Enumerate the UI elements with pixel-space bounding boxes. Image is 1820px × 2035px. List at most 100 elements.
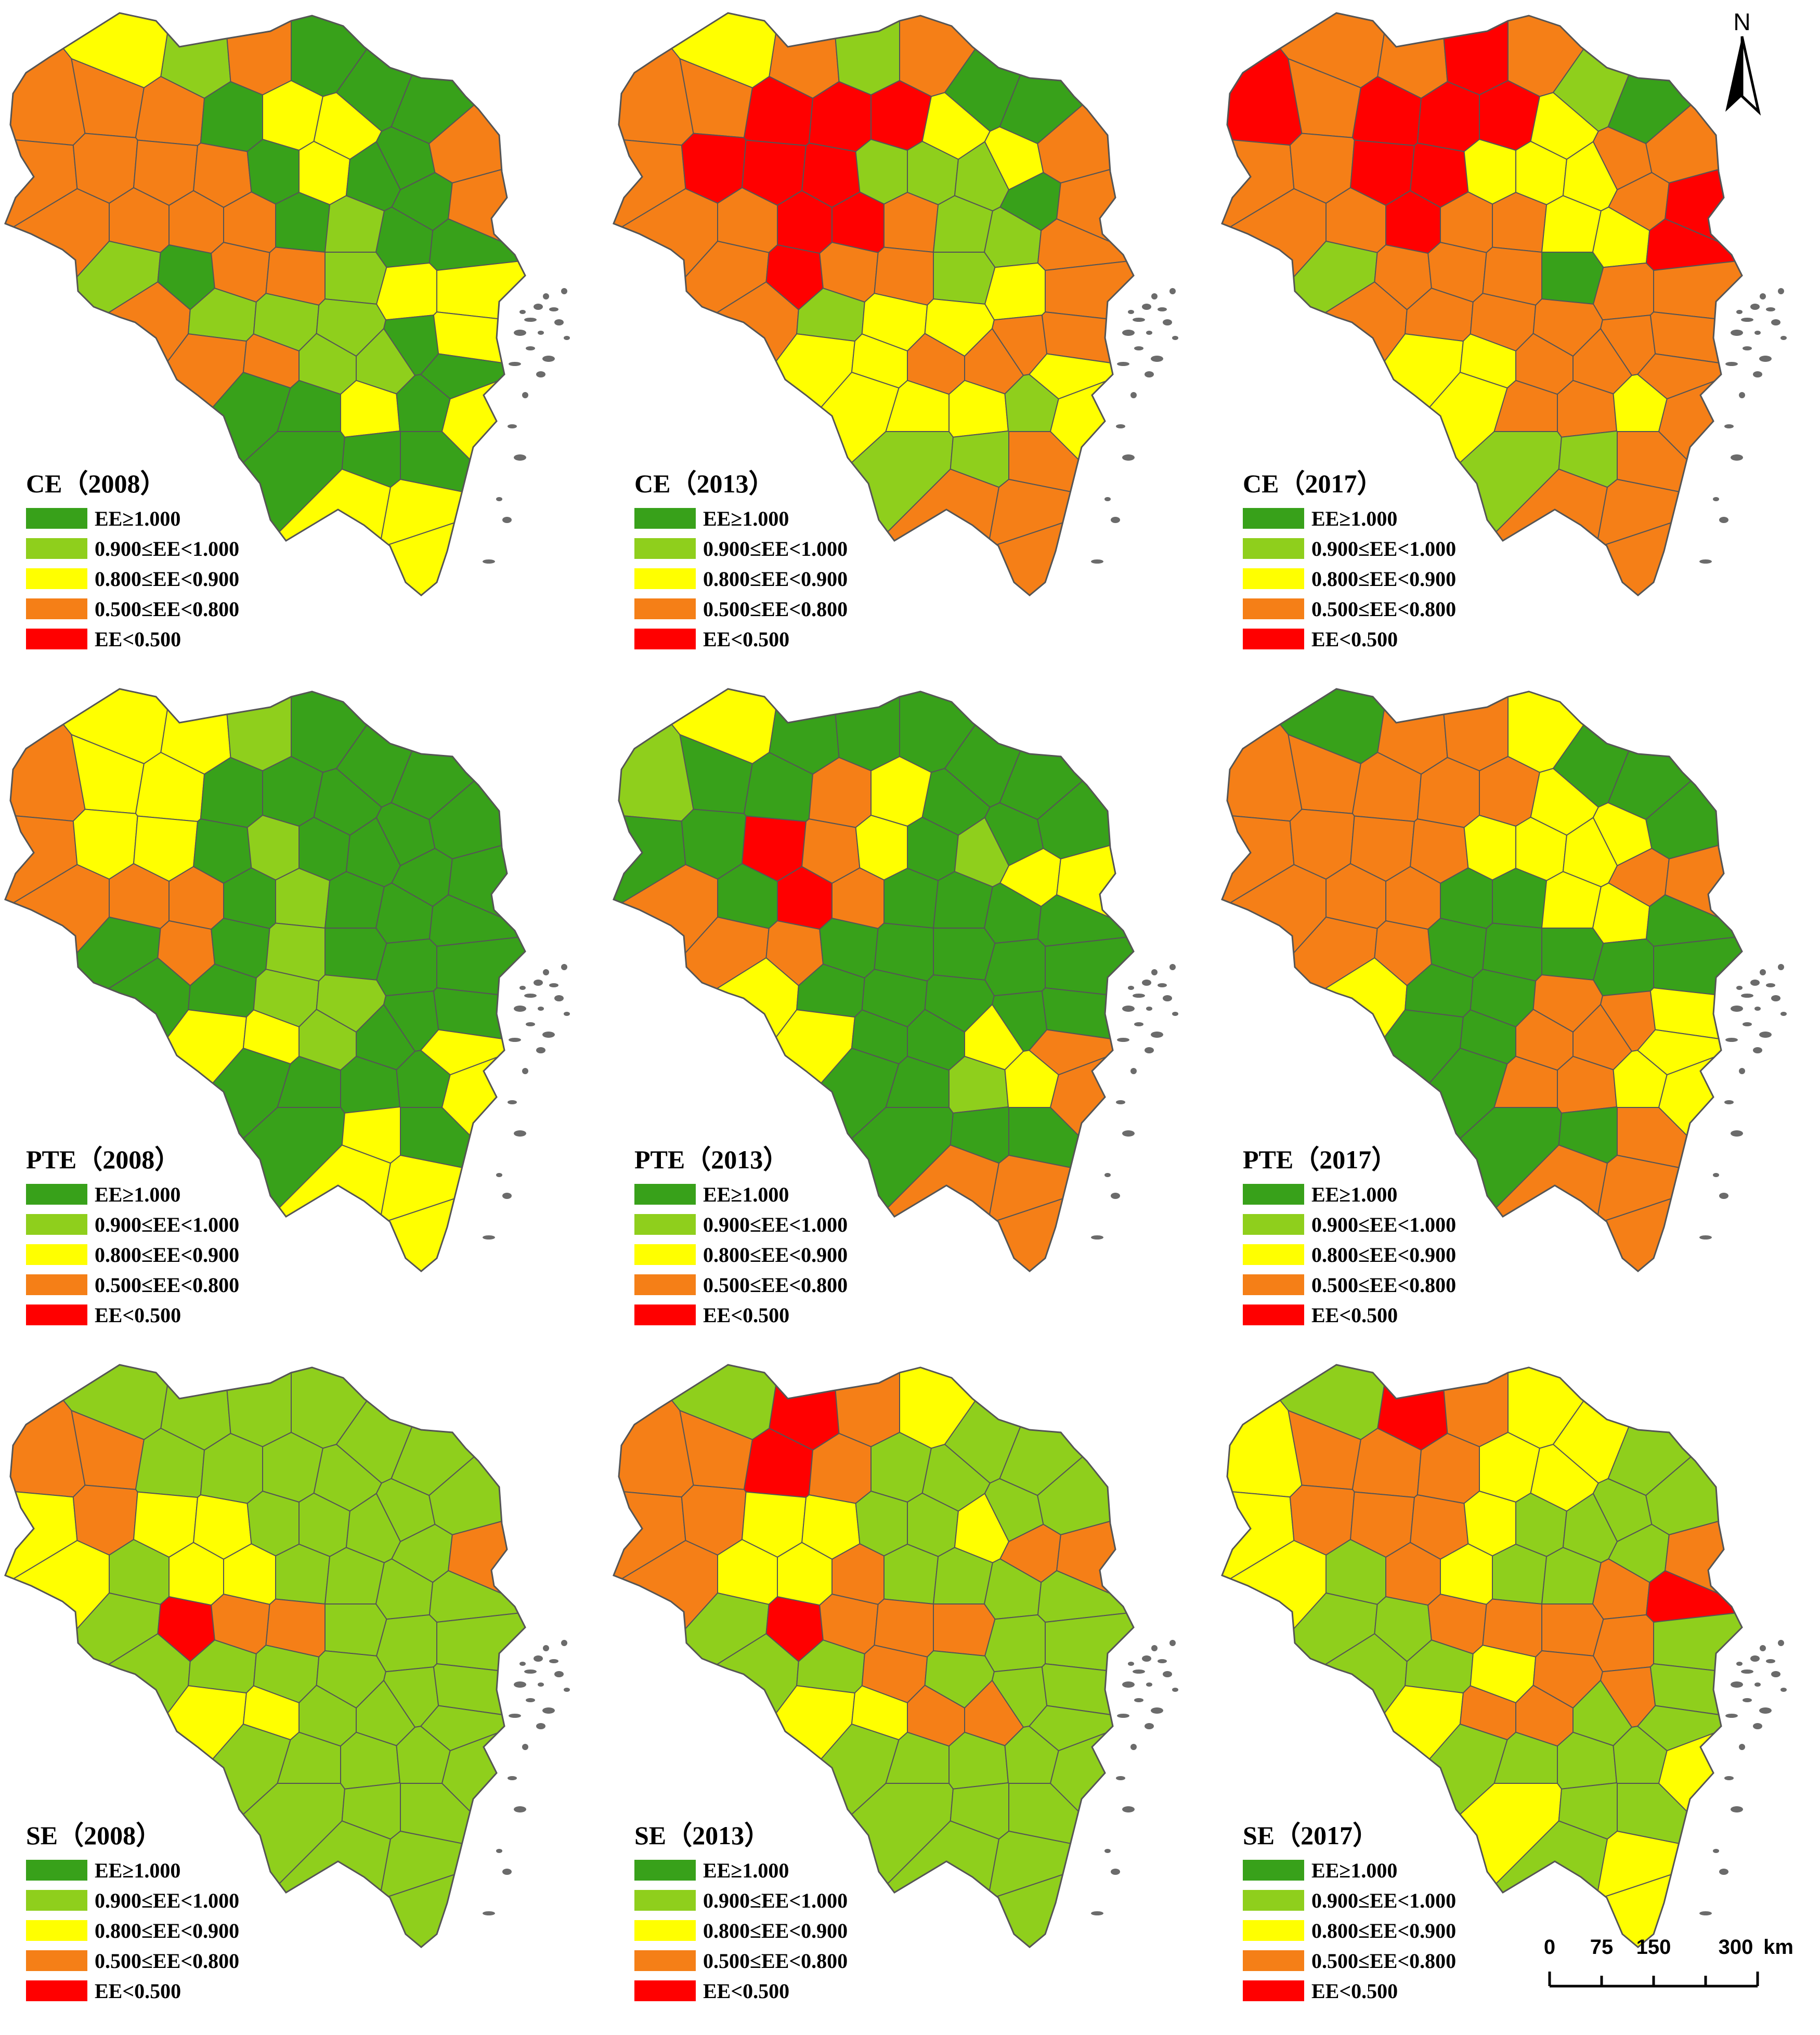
island: [1731, 1130, 1743, 1137]
island: [1713, 497, 1719, 501]
island: [1750, 304, 1760, 310]
legend-label: EE<0.500: [703, 627, 790, 651]
island: [1104, 1173, 1111, 1177]
region-outline: [4, 12, 526, 596]
legend-label: EE≥1.000: [1311, 1182, 1398, 1206]
city-region: [1494, 502, 1742, 595]
legend-swatch: [1243, 508, 1304, 529]
island: [1731, 454, 1743, 461]
island: [519, 986, 526, 990]
legend-row: 0.800≤EE<0.900: [1243, 1240, 1534, 1270]
scale-tick-label: 300: [1719, 1936, 1753, 1959]
city-region: [278, 1178, 525, 1271]
legend-label: 0.800≤EE<0.900: [1311, 1243, 1457, 1267]
island: [1169, 964, 1176, 970]
island: [564, 1688, 570, 1692]
city-region: [831, 689, 900, 772]
island: [549, 983, 558, 987]
island: [534, 980, 543, 986]
panel-title: PTE（2013）: [634, 1145, 789, 1174]
island: [1116, 1100, 1125, 1104]
island: [483, 1911, 495, 1915]
islands: [483, 1640, 570, 1915]
legend-swatch: [1243, 629, 1304, 649]
island: [1736, 1662, 1743, 1666]
panel-title: SE（2017）: [1243, 1821, 1379, 1850]
legend-row: 0.800≤EE<0.900: [26, 1915, 317, 1946]
island: [1754, 1682, 1761, 1687]
legend-row: 0.900≤EE<1.000: [634, 1885, 926, 1915]
island: [542, 1707, 555, 1714]
island: [1719, 1869, 1728, 1875]
region-outline: [1221, 688, 1743, 1272]
island: [1104, 1849, 1111, 1853]
island: [1753, 371, 1762, 377]
island: [1731, 1681, 1743, 1688]
city-region: [376, 1614, 437, 1673]
legend-row: EE<0.500: [1243, 1300, 1534, 1330]
island: [1766, 307, 1775, 311]
island: [1169, 1640, 1176, 1646]
city-region: [1492, 867, 1548, 929]
island: [1134, 346, 1143, 350]
region-outline: [613, 688, 1135, 1272]
island: [514, 1806, 526, 1812]
legend-label: 0.800≤EE<0.900: [95, 567, 240, 591]
island: [1091, 1911, 1103, 1915]
island: [1169, 288, 1176, 294]
legend-swatch: [26, 629, 87, 649]
island: [1760, 293, 1766, 299]
legend-swatch: [634, 568, 696, 589]
city-region: [883, 191, 939, 253]
city-region: [391, 1365, 525, 1496]
island: [1736, 310, 1743, 314]
legend-swatch: [634, 1860, 696, 1881]
legend-row: 0.800≤EE<0.900: [634, 564, 926, 594]
panel-pte-2017: PTE（2017） EE≥1.000 0.900≤EE<1.000 0.800≤EE…: [1217, 676, 1820, 1352]
map-legend: SE（2017） EE≥1.000 0.900≤EE<1.000 0.800≤EE<…: [1243, 1820, 1534, 2006]
legend-swatch: [1243, 1244, 1304, 1265]
legend-label: 0.500≤EE<0.800: [703, 1273, 848, 1297]
city-region: [275, 867, 331, 929]
legend-swatch: [1243, 1920, 1304, 1941]
island: [554, 319, 564, 325]
legend-row: EE≥1.000: [634, 503, 926, 533]
legend-label: 0.500≤EE<0.800: [1311, 597, 1457, 621]
island: [1719, 517, 1728, 523]
city-region: [391, 13, 525, 145]
island: [1133, 994, 1145, 998]
scale-tick-label: 75: [1590, 1936, 1614, 1959]
island: [1731, 1806, 1743, 1812]
island: [1145, 1047, 1154, 1053]
island: [1753, 1723, 1762, 1729]
island: [542, 356, 555, 362]
island: [1116, 1776, 1125, 1780]
island: [561, 964, 567, 970]
island: [1163, 1671, 1172, 1677]
legend-label: EE<0.500: [1311, 1303, 1398, 1327]
island: [1725, 362, 1738, 366]
island: [1163, 319, 1172, 325]
city-region: [324, 1603, 387, 1656]
legend-row: EE<0.500: [634, 1300, 926, 1330]
island: [524, 318, 537, 322]
island: [1771, 319, 1780, 325]
city-region: [883, 867, 939, 929]
island: [496, 497, 502, 501]
region-outline: [1221, 1364, 1743, 1948]
island: [514, 454, 526, 461]
legend-row: EE≥1.000: [26, 1179, 317, 1209]
island: [1780, 336, 1787, 340]
island: [509, 1038, 521, 1042]
city-region: [614, 13, 694, 146]
island: [543, 293, 549, 299]
city-region: [223, 1365, 292, 1447]
island: [524, 994, 537, 998]
legend-swatch: [634, 1920, 696, 1941]
island: [1122, 1806, 1135, 1812]
legend-swatch: [634, 1184, 696, 1205]
city-region: [933, 252, 996, 305]
island: [1759, 1707, 1772, 1714]
island: [526, 346, 535, 350]
